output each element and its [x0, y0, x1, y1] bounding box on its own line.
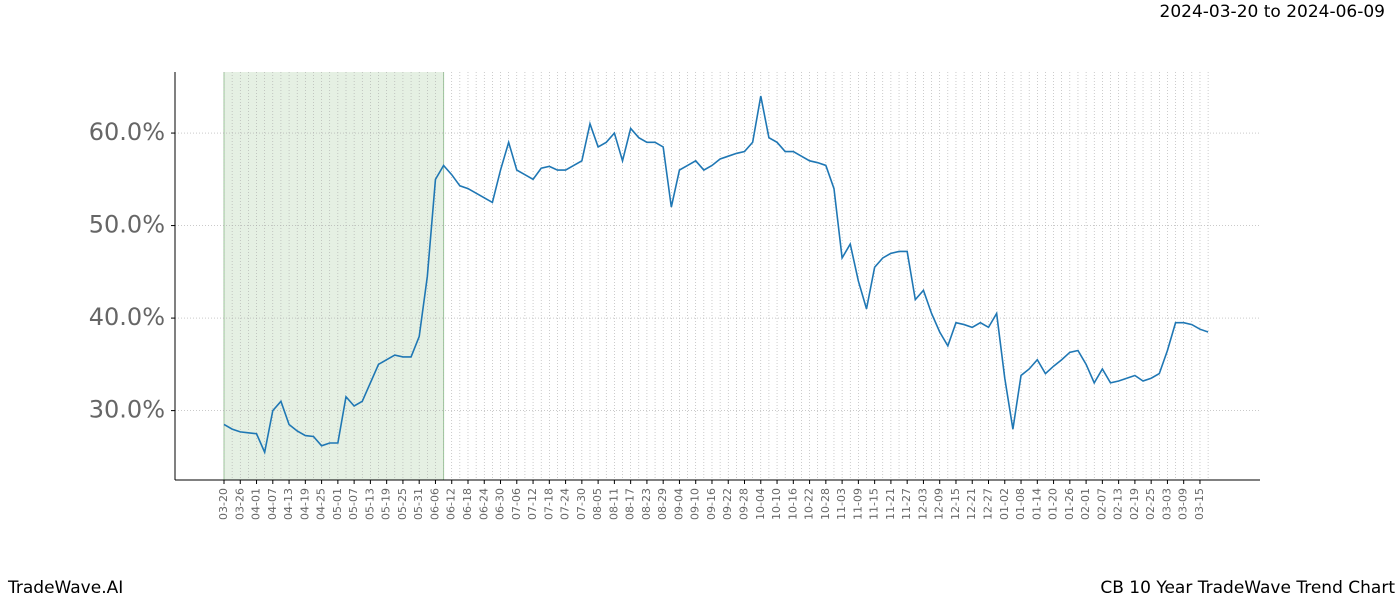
- x-tick-label: 12-03: [916, 488, 929, 520]
- x-tick-label: 09-16: [705, 488, 718, 520]
- x-tick-label: 01-08: [1014, 488, 1027, 520]
- highlight-region: [224, 72, 444, 480]
- x-tick-label: 12-09: [933, 488, 946, 520]
- x-tick-label: 12-21: [965, 488, 978, 520]
- x-tick-label: 05-07: [347, 488, 360, 520]
- x-tick-label: 09-22: [721, 488, 734, 520]
- x-tick-label: 06-30: [494, 488, 507, 520]
- x-tick-label: 07-18: [542, 488, 555, 520]
- x-tick-label: 05-19: [380, 488, 393, 520]
- x-tick-label: 01-20: [1047, 488, 1060, 520]
- x-tick-label: 02-01: [1079, 488, 1092, 520]
- x-tick-label: 05-13: [363, 488, 376, 520]
- x-tick-label: 03-09: [1177, 488, 1190, 520]
- x-tick-label: 06-06: [428, 488, 441, 520]
- x-tick-label: 10-28: [819, 488, 832, 520]
- x-tick-label: 05-25: [396, 488, 409, 520]
- x-tick-label: 12-15: [949, 488, 962, 520]
- y-tick-label: 50.0%: [89, 211, 165, 239]
- x-tick-label: 01-14: [1030, 488, 1043, 520]
- x-tick-label: 04-25: [315, 488, 328, 520]
- x-tick-label: 01-02: [998, 488, 1011, 520]
- x-tick-label: 09-04: [672, 488, 685, 520]
- x-tick-label: 08-17: [624, 488, 637, 520]
- x-tick-label: 09-10: [689, 488, 702, 520]
- x-tick-label: 07-24: [559, 488, 572, 520]
- x-tick-label: 06-24: [477, 488, 490, 520]
- x-tick-label: 03-26: [233, 488, 246, 520]
- x-tick-label: 11-09: [851, 488, 864, 520]
- x-tick-label: 03-15: [1193, 488, 1206, 520]
- x-tick-label: 02-19: [1128, 488, 1141, 520]
- x-tick-label: 09-28: [738, 488, 751, 520]
- x-tick-label: 07-30: [575, 488, 588, 520]
- x-tick-label: 03-20: [217, 488, 230, 520]
- x-tick-label: 11-21: [884, 488, 897, 520]
- x-tick-label: 04-01: [250, 488, 263, 520]
- x-tick-label: 11-03: [835, 488, 848, 520]
- x-tick-label: 12-27: [982, 488, 995, 520]
- x-tick-label: 10-22: [803, 488, 816, 520]
- x-tick-label: 04-13: [282, 488, 295, 520]
- x-tick-label: 02-25: [1144, 488, 1157, 520]
- x-tick-label: 04-07: [266, 488, 279, 520]
- x-tick-label: 06-12: [445, 488, 458, 520]
- x-tick-label: 11-27: [900, 488, 913, 520]
- trend-line: [223, 95, 1209, 455]
- y-tick-label: 60.0%: [89, 118, 165, 146]
- x-tick-label: 02-13: [1112, 488, 1125, 520]
- x-tick-label: 01-26: [1063, 488, 1076, 520]
- x-tick-label: 07-06: [510, 488, 523, 520]
- x-tick-label: 07-12: [526, 488, 539, 520]
- x-tick-label: 05-01: [331, 488, 344, 520]
- x-tick-label: 10-16: [786, 488, 799, 520]
- x-tick-label: 10-04: [754, 488, 767, 520]
- chart-title: CB 10 Year TradeWave Trend Chart: [1100, 578, 1395, 598]
- x-tick-label: 05-31: [412, 488, 425, 520]
- x-tick-label: 08-05: [591, 488, 604, 520]
- x-tick-label: 11-15: [868, 488, 881, 520]
- x-tick-label: 04-19: [298, 488, 311, 520]
- y-tick-label: 40.0%: [89, 303, 165, 331]
- x-tick-label: 10-10: [770, 488, 783, 520]
- x-tick-label: 08-23: [640, 488, 653, 520]
- date-range: 2024-03-20 to 2024-06-09: [1160, 2, 1385, 22]
- x-tick-label: 02-07: [1095, 488, 1108, 520]
- brand: TradeWave.AI: [7, 578, 123, 598]
- x-tick-label: 08-29: [656, 488, 669, 520]
- x-tick-label: 03-03: [1160, 488, 1173, 520]
- x-tick-label: 08-11: [607, 488, 620, 520]
- x-tick-label: 06-18: [461, 488, 474, 520]
- y-tick-label: 30.0%: [89, 396, 165, 424]
